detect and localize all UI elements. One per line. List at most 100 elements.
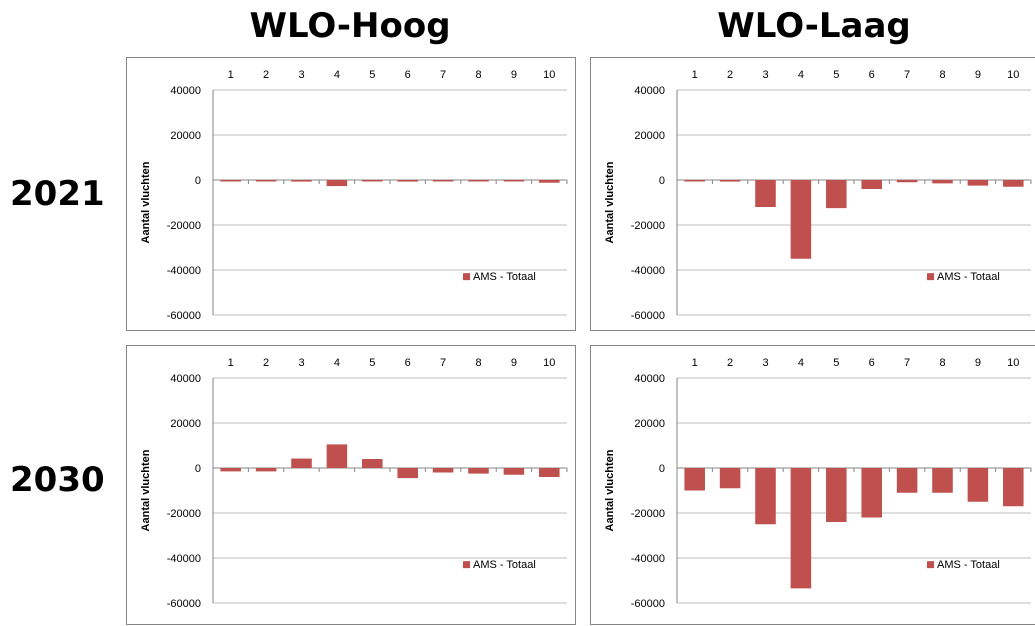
x-tick-label: 9 [975, 357, 981, 369]
x-tick-label: 3 [762, 357, 768, 369]
y-axis-title: Aantal vluchten [140, 161, 152, 243]
bar [432, 180, 454, 182]
y-tick-label: -20000 [167, 508, 201, 520]
legend-label: AMS - Totaal [937, 271, 1000, 283]
x-tick-label: 3 [298, 357, 304, 369]
y-tick-label: 0 [659, 175, 665, 187]
legend-swatch [463, 561, 470, 569]
x-tick-label: 8 [475, 357, 481, 369]
legend-swatch [927, 273, 934, 281]
bar [432, 468, 454, 473]
x-tick-label: 5 [369, 357, 375, 369]
y-tick-label: -60000 [167, 598, 201, 610]
bar [755, 180, 776, 207]
y-tick-label: 20000 [170, 418, 201, 430]
bar [291, 458, 312, 468]
y-tick-label: -40000 [631, 265, 665, 277]
chart-panel-wlo-laag-2021: 40000 20000 0 -20000 -40000 -60000 Aantal vluc… [590, 57, 1035, 331]
bar [861, 468, 882, 518]
chart-svg: 40000 20000 0 -20000 -40000 -60000 Aantal vluc… [604, 69, 1032, 322]
y-tick-label: 20000 [634, 130, 665, 142]
x-tick-label: 7 [440, 357, 446, 369]
column-title-wlo-hoog: WLO-Hoog [249, 6, 451, 46]
x-tick-label: 1 [692, 69, 698, 81]
x-tick-label: 1 [228, 69, 234, 81]
y-tick-label: 0 [195, 175, 201, 187]
bar [790, 180, 812, 259]
bar [684, 180, 705, 182]
row-title-2030: 2030 [10, 460, 105, 500]
bar [896, 180, 918, 183]
chart-panel-wlo-laag-2030: 40000 20000 0 -20000 -40000 -60000 Aantal vluc… [590, 345, 1035, 625]
y-axis-title: Aantal vluchten [604, 161, 616, 243]
x-tick-label: 2 [727, 69, 733, 81]
x-tick-label: 1 [228, 357, 234, 369]
x-tick-label: 5 [833, 69, 839, 81]
y-tick-label: -60000 [631, 310, 665, 322]
bar [326, 180, 348, 187]
x-tick-label: 7 [904, 69, 910, 81]
bar [861, 180, 882, 189]
y-tick-label: -20000 [631, 508, 665, 520]
y-tick-label: 40000 [634, 373, 665, 385]
x-tick-label: 2 [727, 357, 733, 369]
bar [932, 180, 953, 184]
y-tick-label: -40000 [631, 553, 665, 565]
y-tick-label: 40000 [634, 85, 665, 97]
x-tick-label: 8 [475, 69, 481, 81]
legend-label: AMS - Totaal [937, 559, 1000, 571]
y-tick-label: 20000 [170, 130, 201, 142]
bar [503, 180, 525, 182]
bar [719, 468, 741, 489]
x-tick-label: 5 [833, 357, 839, 369]
x-tick-label: 1 [692, 357, 698, 369]
y-tick-label: 0 [659, 463, 665, 475]
y-tick-label: -20000 [167, 220, 201, 232]
row-title-2021: 2021 [10, 174, 105, 214]
legend-label: AMS - Totaal [473, 271, 536, 283]
y-tick-label: 40000 [170, 85, 201, 97]
x-tick-label: 9 [511, 357, 517, 369]
x-tick-label: 6 [869, 357, 875, 369]
y-tick-label: 20000 [634, 418, 665, 430]
x-tick-label: 9 [511, 69, 517, 81]
y-tick-label: 0 [195, 463, 201, 475]
bar [1003, 468, 1024, 507]
x-tick-label: 10 [543, 69, 555, 81]
x-tick-label: 4 [798, 69, 804, 81]
chart-svg: 40000 20000 0 -20000 -40000 -60000 Aantal vluc… [140, 69, 568, 322]
bar [397, 468, 418, 479]
legend-swatch [463, 273, 470, 281]
bar [755, 468, 776, 525]
y-axis-title: Aantal vluchten [604, 449, 616, 531]
y-axis-title: Aantal vluchten [140, 449, 152, 531]
chart-svg: 40000 20000 0 -20000 -40000 -60000 Aantal vluc… [604, 357, 1032, 610]
bar [362, 459, 383, 468]
y-tick-label: -40000 [167, 265, 201, 277]
x-tick-label: 5 [369, 69, 375, 81]
bar [539, 180, 560, 183]
x-tick-label: 3 [762, 69, 768, 81]
bar [684, 468, 705, 491]
column-title-wlo-laag: WLO-Laag [717, 6, 911, 46]
bar [291, 180, 312, 182]
x-tick-label: 7 [904, 357, 910, 369]
x-tick-label: 4 [334, 69, 340, 81]
x-tick-label: 10 [1007, 357, 1019, 369]
bar [896, 468, 918, 493]
x-tick-label: 7 [440, 69, 446, 81]
bar [967, 468, 989, 502]
bar [326, 444, 348, 468]
chart-svg: 40000 20000 0 -20000 -40000 -60000 Aantal vluc… [140, 357, 568, 610]
bar [826, 180, 847, 209]
x-tick-label: 10 [543, 357, 555, 369]
x-tick-label: 8 [939, 69, 945, 81]
bar [932, 468, 953, 493]
bar [468, 468, 489, 474]
x-tick-label: 4 [798, 357, 804, 369]
x-tick-label: 6 [869, 69, 875, 81]
bar [503, 468, 525, 475]
bar [790, 468, 812, 589]
x-tick-label: 3 [298, 69, 304, 81]
bar [1003, 180, 1024, 187]
